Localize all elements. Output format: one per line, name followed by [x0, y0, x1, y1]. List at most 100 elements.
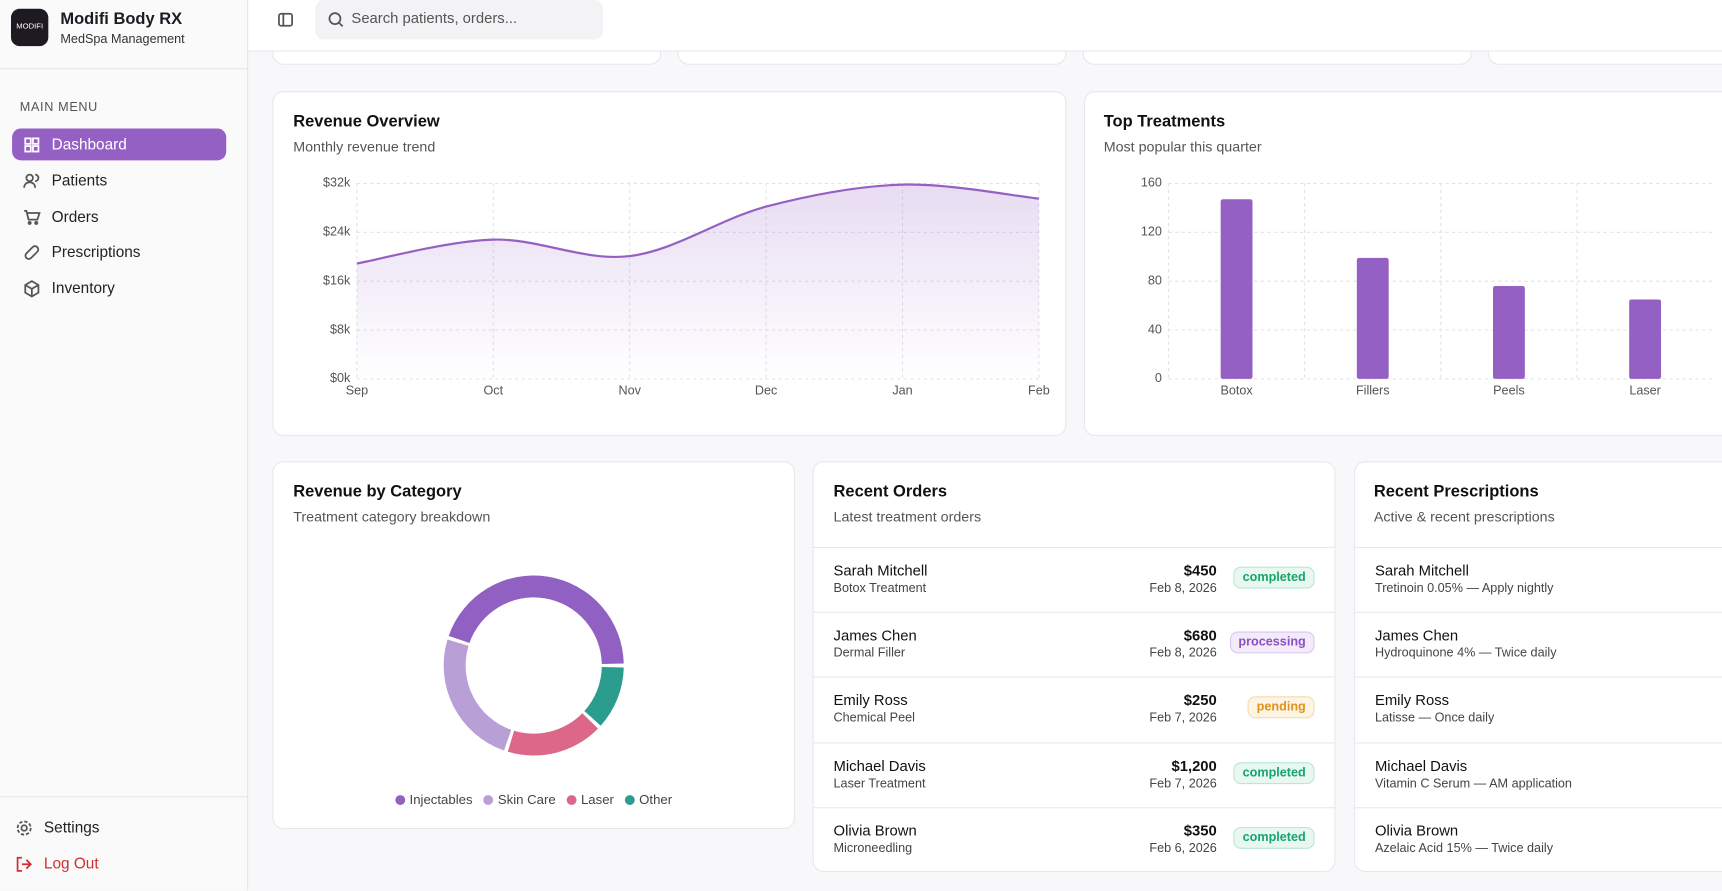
card-subtitle: Monthly revenue trend — [293, 138, 436, 155]
row-detail: Hydroquinone 4% — Twice daily — [1374, 647, 1557, 661]
menu-icon — [24, 209, 41, 225]
menu-icon — [23, 173, 40, 188]
row-detail: Dermal Filler — [833, 647, 906, 661]
row-detail: Microneedling — [833, 842, 913, 856]
order-amount: $450 — [1183, 562, 1217, 579]
menu-active-bg[interactable] — [12, 128, 227, 161]
divider — [812, 546, 1336, 549]
logo: MODIFI — [10, 8, 49, 47]
legend-item: Other — [624, 791, 673, 808]
y-tick-label: 80 — [1148, 273, 1162, 287]
status-badge: processing — [1229, 631, 1315, 654]
divider — [812, 611, 1336, 614]
card-title: Top Treatments — [1103, 112, 1226, 131]
y-tick-label: $32k — [323, 176, 351, 190]
row-name: Sarah Mitchell — [833, 562, 928, 579]
footer-item[interactable]: Settings — [43, 818, 100, 836]
legend-label: Skin Care — [497, 791, 556, 808]
row-name: Sarah Mitchell — [1374, 562, 1469, 579]
prescriptions-card — [1354, 461, 1722, 872]
area — [356, 184, 1039, 379]
search-placeholder: Search patients, orders... — [351, 9, 518, 27]
settings-icon — [16, 820, 32, 836]
y-tick-label: 40 — [1148, 322, 1162, 336]
legend-swatch — [566, 794, 577, 805]
search-box[interactable] — [315, 0, 603, 40]
divider — [1354, 806, 1722, 809]
x-tick-label: Nov — [618, 383, 641, 397]
menu-item[interactable]: Patients — [51, 171, 108, 189]
y-tick-label: 120 — [1141, 225, 1162, 239]
y-tick-label: 0 — [1155, 371, 1162, 385]
pie-slice — [448, 575, 624, 665]
legend-item: Skin Care — [483, 791, 556, 808]
logout-icon — [16, 856, 32, 872]
row-detail: Latisse — Once daily — [1374, 712, 1495, 726]
bar — [1220, 199, 1253, 379]
orders-card — [812, 461, 1336, 872]
divider — [1354, 676, 1722, 679]
menu-item[interactable]: Prescriptions — [51, 243, 141, 261]
x-tick-label: Peels — [1493, 383, 1525, 397]
divider — [0, 68, 248, 70]
card-title: Recent Orders — [833, 482, 948, 501]
x-tick-label: Fillers — [1356, 383, 1390, 397]
row-detail: Tretinoin 0.05% — Apply nightly — [1374, 582, 1554, 596]
row-detail: Botox Treatment — [833, 582, 927, 596]
order-date: Feb 6, 2026 — [1149, 842, 1217, 856]
card-title: Revenue Overview — [293, 112, 440, 131]
divider — [1354, 546, 1722, 549]
status-badge: completed — [1233, 761, 1315, 784]
y-tick-label: $16k — [323, 273, 351, 287]
divider — [1354, 741, 1722, 744]
card-subtitle: Active & recent prescriptions — [1373, 508, 1555, 525]
order-date: Feb 7, 2026 — [1149, 712, 1217, 726]
row-name: Michael Davis — [833, 757, 926, 774]
menu-item[interactable]: Dashboard — [51, 135, 127, 153]
order-date: Feb 7, 2026 — [1149, 777, 1217, 791]
card-subtitle: Treatment category breakdown — [293, 508, 491, 525]
menu-label: MAIN MENU — [19, 101, 98, 115]
menu-item[interactable]: Inventory — [51, 279, 115, 297]
card-title: Recent Prescriptions — [1373, 482, 1539, 501]
bar — [1629, 299, 1662, 379]
y-tick-label: $24k — [323, 225, 351, 239]
legend-label: Laser — [580, 791, 614, 808]
brand-subtitle: MedSpa Management — [60, 32, 185, 47]
row-name: Olivia Brown — [1374, 822, 1459, 839]
order-amount: $250 — [1183, 692, 1217, 709]
bar — [1493, 286, 1525, 379]
x-tick-label: Laser — [1629, 383, 1661, 397]
menu-icon — [24, 137, 40, 153]
brand-title: Modifi Body RX — [60, 9, 183, 29]
x-tick-label: Feb — [1028, 383, 1050, 397]
line — [356, 183, 1040, 265]
menu-icon — [24, 245, 40, 261]
x-tick-label: Botox — [1220, 383, 1253, 397]
legend-swatch — [395, 794, 406, 805]
menu-item[interactable]: Orders — [51, 207, 99, 225]
row-name: James Chen — [833, 627, 917, 644]
status-badge: completed — [1233, 826, 1315, 849]
order-date: Feb 8, 2026 — [1149, 582, 1217, 596]
search-icon — [328, 12, 344, 27]
order-amount: $1,200 — [1171, 757, 1217, 774]
card-subtitle: Latest treatment orders — [833, 508, 982, 525]
footer-item[interactable]: Log Out — [43, 853, 99, 872]
row-detail: Laser Treatment — [833, 777, 926, 791]
divider — [0, 796, 248, 798]
status-badge: pending — [1247, 696, 1315, 719]
divider — [812, 741, 1336, 744]
row-name: Emily Ross — [833, 692, 908, 709]
legend-label: Other — [639, 791, 673, 808]
divider — [812, 806, 1336, 809]
order-amount: $350 — [1183, 822, 1217, 839]
x-tick-label: Dec — [755, 383, 777, 397]
pie-slice — [443, 639, 512, 751]
bar — [1356, 257, 1389, 379]
sidebar-toggle[interactable] — [277, 11, 295, 29]
pie-slice — [507, 713, 599, 756]
status-badge: completed — [1233, 566, 1315, 589]
